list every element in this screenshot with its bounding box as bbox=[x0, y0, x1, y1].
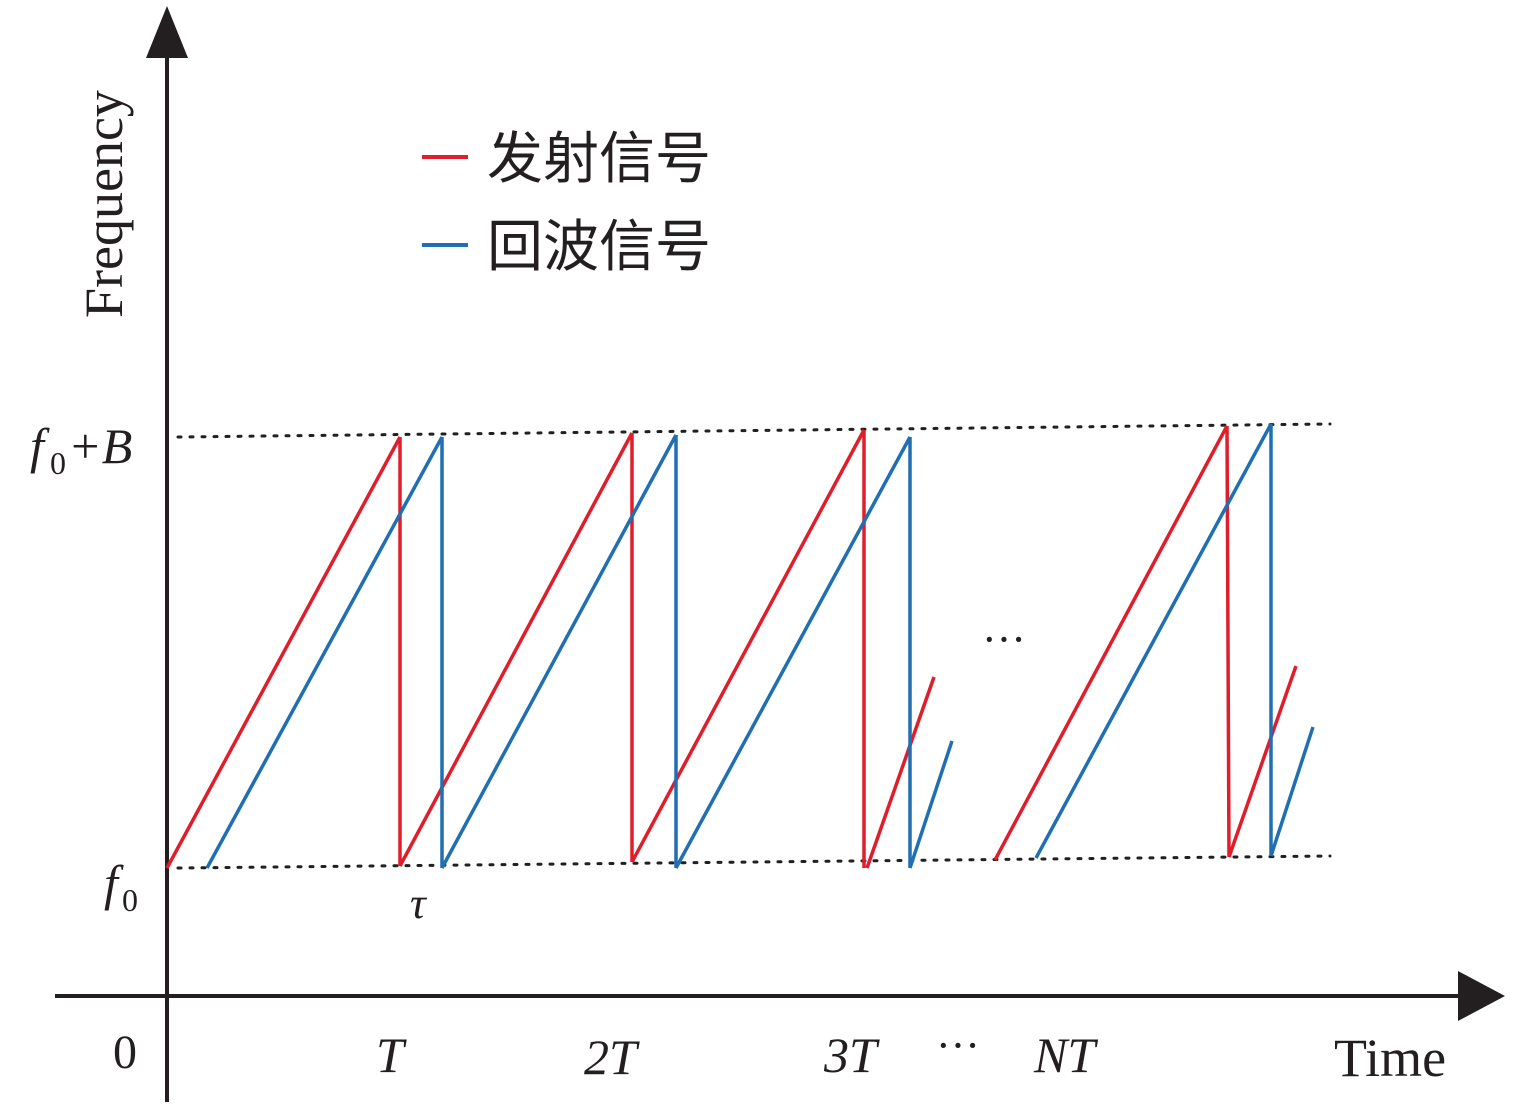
upper-level-sub: 0 bbox=[50, 445, 66, 481]
x-axis-arrow bbox=[1458, 971, 1505, 1021]
transmit-segment-5 bbox=[630, 429, 866, 863]
tick-ellipsis: ··· bbox=[936, 1021, 980, 1070]
transmit-signal bbox=[165, 425, 1298, 869]
echo-signal bbox=[205, 423, 1315, 869]
tick-2t: 2T bbox=[584, 1029, 640, 1085]
tick-t: T bbox=[376, 1027, 407, 1083]
transmit-segment-7 bbox=[865, 676, 936, 869]
transmit-segment-1 bbox=[165, 436, 402, 869]
transmit-segment-10 bbox=[1227, 665, 1298, 858]
legend-transmit-label: 发射信号 bbox=[487, 127, 711, 192]
lower-level-f: f bbox=[104, 855, 124, 911]
echo-segment-1 bbox=[205, 436, 444, 869]
mid-ellipsis: ··· bbox=[982, 615, 1026, 664]
transmit-segment-8 bbox=[993, 425, 1229, 861]
x-axis-label: Time bbox=[1334, 1028, 1446, 1088]
echo-segment-10 bbox=[1269, 726, 1315, 857]
delay-label: τ bbox=[410, 879, 428, 928]
echo-segment-8 bbox=[1034, 423, 1273, 859]
legend-echo-label: 回波信号 bbox=[487, 215, 711, 280]
y-axis-arrow bbox=[146, 6, 188, 58]
transmit-segment-3 bbox=[398, 432, 634, 867]
tick-nt: NT bbox=[1033, 1027, 1098, 1083]
upper-level-f: f bbox=[30, 418, 50, 474]
lower-level-line bbox=[176, 854, 1332, 870]
upper-level-label: +B bbox=[68, 418, 132, 474]
lower-level-sub: 0 bbox=[122, 882, 138, 918]
echo-segment-5 bbox=[674, 436, 912, 869]
tick-3t: 3T bbox=[823, 1027, 880, 1083]
transmit-segment-9 bbox=[1225, 425, 1231, 858]
echo-segment-7 bbox=[908, 740, 954, 869]
y-axis-label: Frequency bbox=[74, 90, 134, 318]
origin-label: 0 bbox=[113, 1026, 137, 1079]
legend: 发射信号 回波信号 bbox=[422, 127, 711, 280]
upper-level-line bbox=[176, 422, 1332, 439]
echo-segment-3 bbox=[440, 434, 678, 869]
